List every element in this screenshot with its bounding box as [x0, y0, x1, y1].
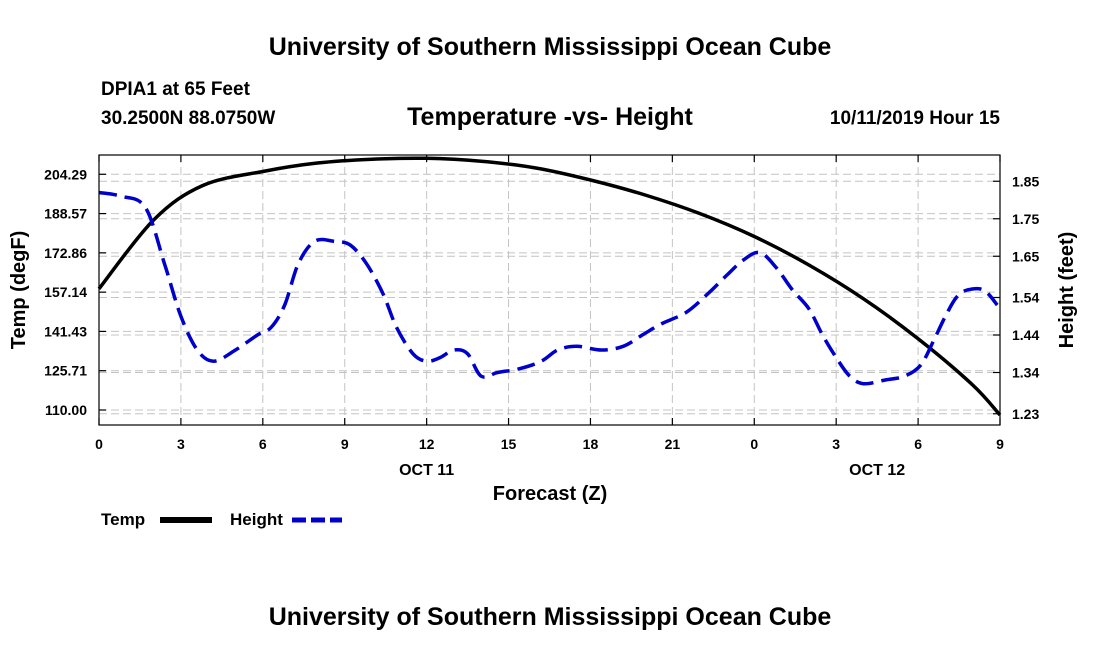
x-tick-label: 9	[341, 436, 349, 452]
x-axis-label: Forecast (Z)	[493, 483, 607, 505]
y-left-tick-label: 172.86	[44, 245, 87, 261]
x-tick-label: 6	[259, 436, 267, 452]
x-tick-label: 9	[996, 436, 1004, 452]
x-tick-label: 3	[177, 436, 185, 452]
x-tick-label: 12	[419, 436, 435, 452]
y-right-tick-label: 1.54	[1012, 290, 1039, 306]
x-tick-label: 3	[832, 436, 840, 452]
y-right-tick-label: 1.75	[1012, 211, 1039, 227]
series-layer	[97, 156, 1002, 417]
plot-frame	[98, 154, 1001, 426]
x-tick-label: 21	[665, 436, 681, 452]
legend-label-temp: Temp	[101, 510, 145, 529]
page-title: University of Southern Mississippi Ocean…	[269, 33, 832, 61]
y-left-tick-label: 141.43	[44, 323, 87, 339]
station-label: DPIA1 at 65 Feet	[101, 79, 251, 100]
y-right-tick-label: 1.65	[1012, 248, 1039, 264]
x-tick-label: 18	[583, 436, 599, 452]
y-right-tick-label: 1.44	[1012, 327, 1039, 343]
series-line-height	[98, 190, 999, 386]
y-right-tick-label: 1.85	[1012, 173, 1039, 189]
y-left-tick-label: 157.14	[44, 284, 87, 300]
y-left-tick-label: 125.71	[44, 363, 87, 379]
x-tick-label: 15	[501, 436, 517, 452]
y-left-tick-label: 204.29	[44, 166, 87, 182]
axis-ticks: 0 3 6 9 12 15 18 21 0 3 6 9 OCT 11 OCT 12 110.00 125.71…	[44, 155, 1039, 479]
series-line-temp	[97, 156, 1002, 417]
y-axis-left-label: Temp (degF)	[8, 231, 30, 350]
grid-lines	[99, 155, 1000, 425]
x-date-label: OCT 12	[849, 462, 905, 479]
x-tick-label: 6	[914, 436, 922, 452]
plot-area: 0 3 6 9 12 15 18 21 0 3 6 9 OCT 11 OCT 12 110.00 125.71…	[44, 154, 1039, 479]
legend: Temp Height	[101, 510, 342, 529]
x-date-label: OCT 11	[399, 462, 454, 479]
legend-label-height: Height	[230, 510, 283, 529]
datetime-label: 10/11/2019 Hour 15	[830, 108, 1000, 129]
footer-title: University of Southern Mississippi Ocean…	[269, 603, 832, 631]
y-axis-right-label: Height (feet)	[1056, 232, 1078, 349]
y-left-tick-label: 188.57	[44, 206, 87, 222]
y-right-tick-label: 1.34	[1012, 365, 1039, 381]
x-tick-label: 0	[750, 436, 758, 452]
x-tick-label: 0	[95, 436, 103, 452]
y-left-tick-label: 110.00	[45, 402, 87, 418]
y-right-tick-label: 1.23	[1012, 406, 1039, 422]
coords-label: 30.2500N 88.0750W	[101, 108, 275, 129]
chart-title: Temperature -vs- Height	[407, 103, 693, 131]
